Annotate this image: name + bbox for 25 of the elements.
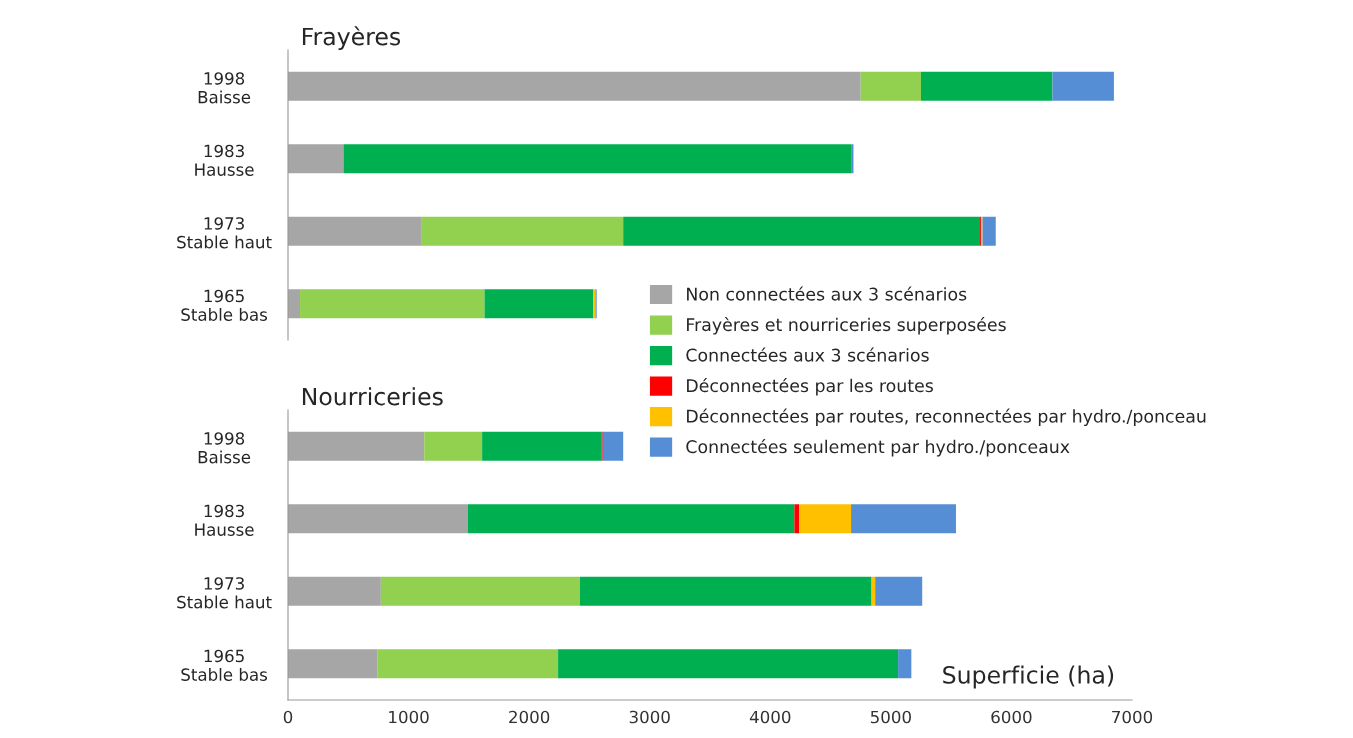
x-tick-label: 5000 [870, 710, 911, 724]
legend-label: Connectées aux 3 scénarios [686, 347, 929, 362]
x-tick-label: 2000 [509, 710, 550, 724]
legend-label: Frayères et nourriceries superposées [687, 317, 1006, 335]
x-tick-label: 3000 [629, 710, 670, 724]
x-tick-label: 4000 [749, 710, 791, 724]
x-axis-title: Superficie (ha) [943, 665, 1114, 689]
legend-label: Non connectées aux 3 scénarios [687, 286, 967, 301]
x-tick-label: 0 [283, 710, 293, 724]
y-tick-label: 1973 Stable haut [177, 217, 272, 249]
y-tick-label: 1983 Hausse [195, 504, 254, 536]
chart-title: Frayères [302, 26, 401, 50]
x-tick-label: 6000 [991, 710, 1032, 724]
y-tick-label: 1998 Baisse [198, 432, 251, 464]
y-tick-label: 1965 Stable bas [181, 649, 268, 681]
y-tick-label: 1965 Stable bas [181, 289, 268, 321]
legend-label: Déconnectées par les routes [687, 378, 933, 396]
y-tick-label: 1998 Baisse [198, 72, 251, 104]
chart-title: Nourriceries [302, 387, 443, 406]
x-tick-label: 1000 [389, 710, 429, 724]
x-tick-label: 7000 [1112, 710, 1153, 724]
y-tick-label: 1983 Hausse [195, 144, 254, 176]
legend-label: Déconnectées par routes, reconnectées par hydro./ponceau [687, 408, 1206, 427]
legend-label: Connectées seulement par hydro./ponceaux [686, 439, 1070, 457]
y-tick-label: 1973 Stable haut [177, 577, 272, 609]
